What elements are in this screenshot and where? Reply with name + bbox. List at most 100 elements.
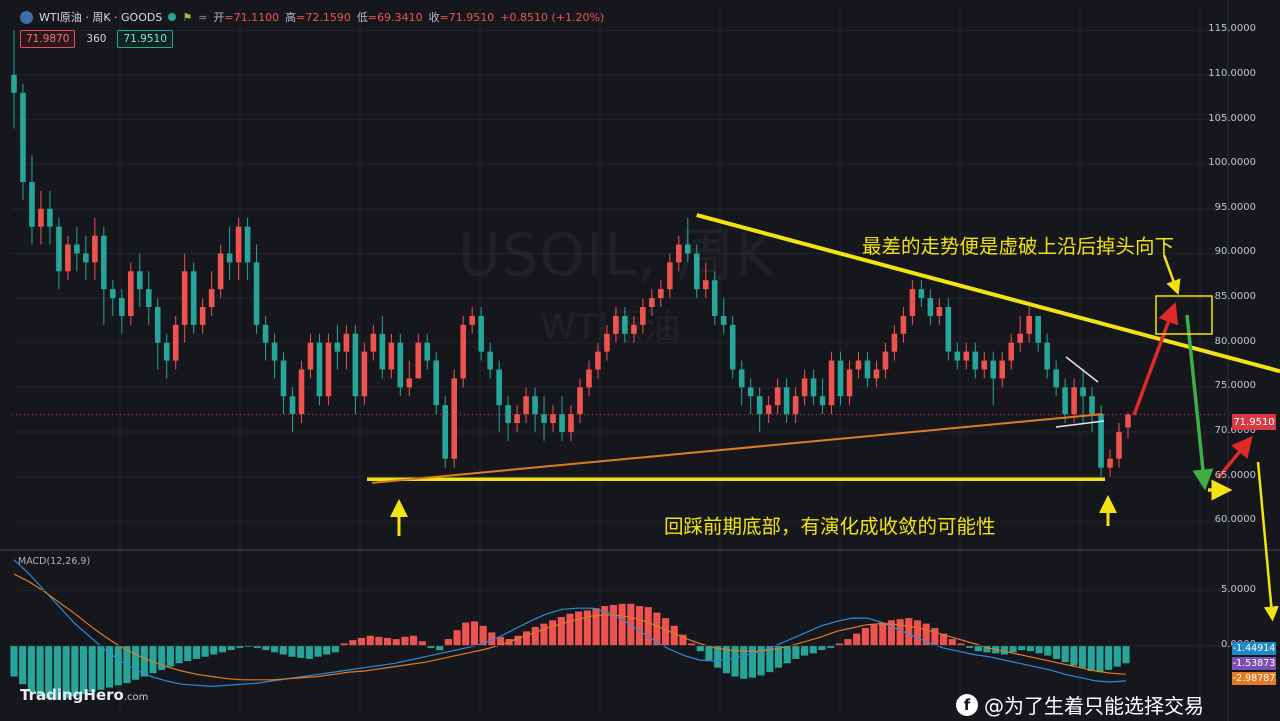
macd-histogram-bar bbox=[1044, 645, 1052, 656]
candle-body bbox=[253, 262, 260, 325]
candle-body bbox=[792, 396, 799, 415]
ask-box[interactable]: 71.9510 bbox=[117, 30, 173, 48]
candle-body bbox=[918, 289, 925, 299]
price-tick-label: 100.0000 bbox=[1208, 157, 1256, 169]
macd-histogram-bar bbox=[783, 645, 791, 664]
candle-body bbox=[424, 342, 431, 361]
macd-histogram-bar bbox=[1026, 645, 1034, 652]
candle-body bbox=[981, 360, 988, 370]
open-value: =71.1100 bbox=[224, 11, 280, 24]
candle-body bbox=[163, 342, 170, 361]
candle-body bbox=[631, 324, 637, 334]
candle-body bbox=[415, 342, 422, 379]
macd-histogram-bar bbox=[670, 625, 678, 646]
candle-body bbox=[972, 351, 979, 370]
macd-histogram-bar bbox=[427, 645, 435, 648]
candle-body bbox=[801, 378, 808, 397]
candle-body bbox=[154, 307, 161, 343]
macd-histogram-bar bbox=[410, 635, 418, 646]
flag-icon[interactable]: ⚑ bbox=[182, 10, 193, 24]
macd-histogram-bar bbox=[79, 645, 88, 695]
price-tick-label: 80.0000 bbox=[1214, 335, 1256, 347]
macd-histogram-bar bbox=[1113, 645, 1121, 667]
macd-histogram-bar bbox=[635, 606, 644, 646]
bid-box[interactable]: 71.9870 bbox=[20, 30, 76, 48]
macd-histogram-bar bbox=[757, 645, 765, 676]
macd-histogram-bar bbox=[861, 628, 869, 646]
red-arrow-breakout bbox=[1132, 302, 1179, 416]
candle-body bbox=[747, 387, 754, 397]
macd-histogram-bar bbox=[297, 645, 305, 658]
settings-icon[interactable]: ≈ bbox=[198, 10, 208, 24]
macd-histogram-bar bbox=[305, 645, 313, 659]
candle-body bbox=[262, 324, 269, 343]
candle-body bbox=[379, 333, 386, 370]
macd-histogram-bar bbox=[201, 645, 209, 657]
symbol-title[interactable]: WTI原油 · 周K · GOODS bbox=[39, 11, 163, 24]
candle-body bbox=[693, 253, 700, 290]
trendline-rising bbox=[372, 413, 1103, 484]
macd-histogram-bar bbox=[922, 623, 930, 646]
macd-histogram-bar bbox=[705, 645, 713, 660]
candle-body bbox=[74, 244, 80, 254]
macd-histogram-bar bbox=[896, 619, 904, 646]
candle-body bbox=[900, 315, 907, 334]
candle-body bbox=[442, 405, 449, 459]
price-tick-label: 105.0000 bbox=[1208, 112, 1256, 124]
macd-histogram-bar bbox=[835, 643, 843, 646]
candle-body bbox=[1116, 431, 1122, 459]
macd-histogram-bar bbox=[809, 645, 817, 654]
candle-body bbox=[765, 405, 772, 415]
macd-readout-tag: -1.44914 bbox=[1232, 642, 1276, 655]
macd-histogram-bar bbox=[349, 640, 357, 646]
candle-body bbox=[83, 253, 89, 263]
macd-histogram-bar bbox=[540, 623, 548, 646]
macd-signal-line bbox=[13, 573, 1127, 681]
candle-body bbox=[586, 369, 592, 388]
candle-body bbox=[460, 324, 466, 379]
candle-body bbox=[119, 298, 125, 316]
macd-histogram-bar bbox=[444, 639, 452, 646]
annotation-bottom: 回踩前期底部，有演化成收敛的可能性 bbox=[664, 515, 996, 538]
candle-body bbox=[172, 324, 179, 361]
candle-body bbox=[199, 307, 206, 325]
macd-indicator-label[interactable]: MACD(12,26,9) bbox=[18, 556, 91, 567]
candle-body bbox=[720, 315, 727, 325]
candle-body bbox=[667, 262, 673, 290]
candle-body bbox=[1107, 458, 1113, 468]
macd-histogram-bar bbox=[523, 631, 531, 646]
candle-body bbox=[406, 378, 413, 388]
candle-body bbox=[613, 315, 619, 334]
candle-body bbox=[604, 333, 610, 352]
candle-body bbox=[990, 360, 997, 379]
candle-body bbox=[738, 369, 745, 388]
macd-histogram-bar bbox=[1105, 645, 1113, 670]
candle-body bbox=[145, 289, 152, 308]
red-arrow-bounce bbox=[1216, 435, 1253, 480]
candle-body bbox=[298, 369, 305, 415]
macd-histogram-bar bbox=[340, 643, 348, 646]
brand-name: TradingHero bbox=[20, 686, 124, 704]
macd-histogram-bar bbox=[1000, 645, 1008, 655]
macd-histogram-bar bbox=[436, 645, 444, 651]
macd-histogram-bar bbox=[948, 639, 956, 646]
macd-histogram-bar bbox=[331, 645, 339, 653]
macd-histogram-bar bbox=[1035, 645, 1043, 654]
macd-histogram-bar bbox=[1079, 645, 1087, 668]
macd-histogram-bar bbox=[931, 628, 939, 646]
macd-histogram-bar bbox=[644, 607, 652, 646]
macd-histogram-bar bbox=[19, 645, 27, 685]
candle-body bbox=[783, 387, 790, 415]
price-tick-label: 65.0000 bbox=[1214, 469, 1256, 481]
candle-body bbox=[65, 244, 71, 272]
macd-histogram-bar bbox=[966, 645, 974, 648]
macd-histogram-bar bbox=[940, 633, 948, 646]
macd-histogram-bar bbox=[1061, 645, 1069, 663]
macd-histogram-bar bbox=[453, 630, 461, 646]
macd-histogram-bar bbox=[496, 636, 505, 646]
macd-histogram-bar bbox=[618, 603, 626, 646]
high-label: 高 bbox=[285, 11, 297, 24]
candle-body bbox=[873, 369, 880, 379]
candle-body bbox=[810, 378, 817, 397]
